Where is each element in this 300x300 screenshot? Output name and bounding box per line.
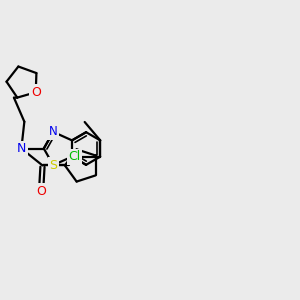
Text: N: N bbox=[49, 125, 58, 138]
Text: Cl: Cl bbox=[69, 150, 81, 163]
Text: O: O bbox=[31, 86, 41, 99]
Text: S: S bbox=[49, 159, 57, 172]
Text: N: N bbox=[17, 142, 26, 155]
Text: O: O bbox=[36, 185, 46, 198]
